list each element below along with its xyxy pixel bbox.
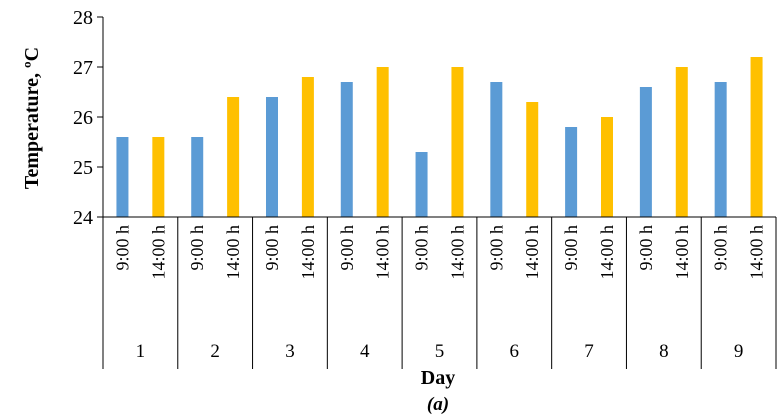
x-axis: 9:00 h 14:00 h 1 9:00 h 14:00 h 2 9:00 h 14:00 … <box>102 216 777 369</box>
bar-day-6-0900 <box>490 82 503 217</box>
y-tick-label: 27 <box>73 57 93 79</box>
bar-day-3-1400 <box>301 77 314 217</box>
day-label: 1 <box>136 341 146 362</box>
time-label: 14:00 h <box>373 225 393 280</box>
time-label: 14:00 h <box>223 225 243 280</box>
time-label: 9:00 h <box>711 225 731 271</box>
y-tick-label: 26 <box>73 107 93 129</box>
bar-day-4-0900 <box>340 82 353 217</box>
time-label: 14:00 h <box>747 225 767 280</box>
time-label: 9:00 h <box>112 225 132 271</box>
bars <box>116 57 763 217</box>
time-label: 9:00 h <box>486 225 506 271</box>
time-label: 14:00 h <box>447 225 467 280</box>
bar-day-6-1400 <box>526 102 539 217</box>
y-tick-label: 28 <box>73 7 93 29</box>
time-label: 9:00 h <box>561 225 581 271</box>
day-label: 4 <box>360 341 370 362</box>
y-tick-label: 24 <box>73 207 93 229</box>
bar-day-1-0900 <box>116 137 129 217</box>
time-label: 14:00 h <box>148 225 168 280</box>
bar-day-5-1400 <box>451 67 464 217</box>
bar-day-5-0900 <box>415 152 428 217</box>
time-label: 9:00 h <box>187 225 207 271</box>
bar-day-3-0900 <box>265 97 278 217</box>
time-label: 9:00 h <box>262 225 282 271</box>
y-axis-title: Temperature, ºC <box>21 47 43 189</box>
bar-day-8-1400 <box>675 67 688 217</box>
day-label: 2 <box>210 341 220 362</box>
time-label: 14:00 h <box>298 225 318 280</box>
day-label: 3 <box>285 341 295 362</box>
bar-day-2-0900 <box>191 137 204 217</box>
bar-day-7-0900 <box>565 127 578 217</box>
figure-caption: (a) <box>427 394 449 415</box>
bar-day-9-0900 <box>714 82 727 217</box>
day-label: 5 <box>435 341 445 362</box>
time-label: 9:00 h <box>337 225 357 271</box>
bar-day-8-0900 <box>639 87 652 217</box>
time-label: 9:00 h <box>412 225 432 271</box>
day-label: 8 <box>659 341 669 362</box>
bar-day-9-1400 <box>750 57 763 217</box>
bar-day-7-1400 <box>601 117 614 217</box>
bar-day-4-1400 <box>376 67 389 217</box>
y-axis: 24 25 26 27 28 <box>73 7 104 229</box>
bar-day-1-1400 <box>152 137 165 217</box>
time-label: 9:00 h <box>636 225 656 271</box>
x-axis-title: Day <box>421 367 455 389</box>
time-label: 14:00 h <box>597 225 617 280</box>
y-tick-label: 25 <box>73 157 93 179</box>
day-label: 6 <box>510 341 520 362</box>
day-label: 9 <box>734 341 744 362</box>
day-label: 7 <box>584 341 594 362</box>
time-label: 14:00 h <box>522 225 542 280</box>
time-label: 14:00 h <box>672 225 692 280</box>
bar-day-2-1400 <box>227 97 240 217</box>
